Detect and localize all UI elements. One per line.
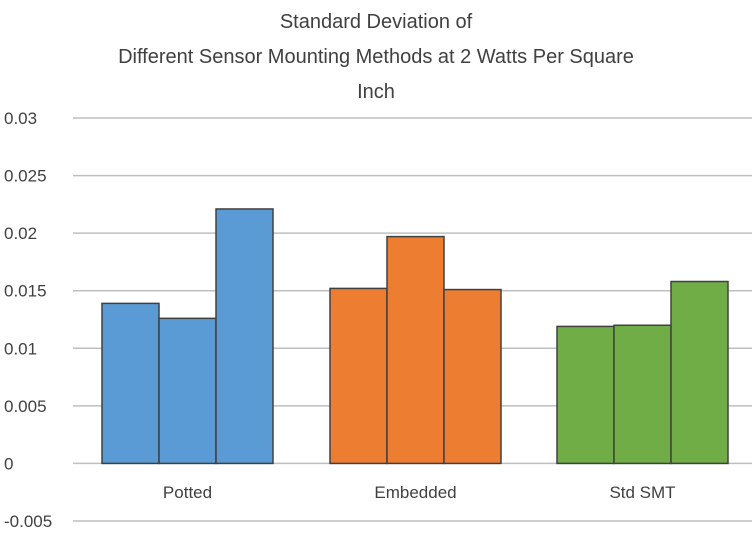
- y-tick-label: 0.01: [4, 339, 37, 358]
- bar-potted-2: [158, 317, 217, 465]
- bar-potted-1: [101, 302, 160, 465]
- bar-std-smt-3: [670, 280, 729, 465]
- bar-std-smt-2: [613, 324, 672, 465]
- y-tick-label: 0.005: [4, 397, 47, 416]
- category-labels: Potted Embedded Std SMT: [163, 483, 676, 502]
- chart-title-line-1: Standard Deviation of: [280, 11, 473, 33]
- bar-embedded-3: [443, 288, 502, 465]
- bar-embedded-2: [386, 235, 445, 465]
- bar-std-smt-1: [556, 325, 615, 465]
- category-label: Std SMT: [609, 483, 675, 502]
- chart-title: Standard Deviation of Different Sensor M…: [118, 11, 634, 103]
- y-tick-label: 0.015: [4, 282, 47, 301]
- chart-title-line-2: Different Sensor Mounting Methods at 2 W…: [118, 46, 634, 68]
- chart-title-line-3: Inch: [357, 81, 395, 103]
- y-tick-label: 0.025: [4, 167, 47, 186]
- y-tick-label: 0: [4, 454, 13, 473]
- y-tick-label: 0.02: [4, 224, 37, 243]
- category-label: Embedded: [374, 483, 456, 502]
- bars: [101, 208, 729, 465]
- category-label: Potted: [163, 483, 212, 502]
- y-tick-label: -0.005: [4, 512, 52, 531]
- y-axis-tick-labels: 0.03 0.025 0.02 0.015 0.01 0.005 0 -0.005: [4, 109, 52, 531]
- bar-potted-3: [215, 208, 274, 465]
- y-tick-label: 0.03: [4, 109, 37, 128]
- bar-embedded-1: [329, 287, 388, 465]
